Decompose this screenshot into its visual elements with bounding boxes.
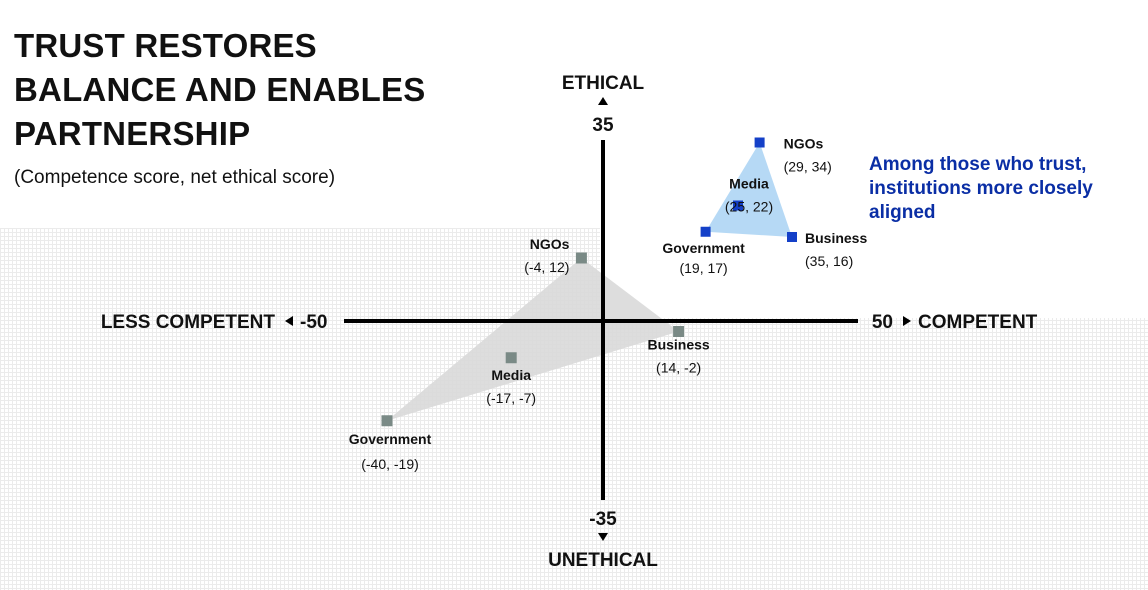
data-point-value: (19, 17) <box>679 260 727 276</box>
hull-polygon <box>387 258 679 421</box>
background-panel <box>0 0 600 228</box>
trust-annotation: Among those who trust, institutions more… <box>869 154 1093 223</box>
data-point-marker <box>381 415 393 427</box>
data-point-marker <box>700 226 711 237</box>
data-point-label: NGOs <box>784 136 824 152</box>
chart-title: TRUST RESTORES BALANCE AND ENABLES PARTN… <box>14 24 534 156</box>
arrow-right-icon <box>903 316 911 326</box>
arrow-left-icon <box>285 316 293 326</box>
data-point-value: (25, 22) <box>725 199 773 215</box>
data-point-marker <box>673 326 685 337</box>
hull-polygon <box>705 142 792 237</box>
y-axis-positive-label: ETHICAL <box>562 73 645 94</box>
title-line: PARTNERSHIP <box>14 115 251 152</box>
data-point-marker <box>733 200 743 211</box>
data-point-label: Business <box>805 230 867 246</box>
data-point-value: (-4, 12) <box>524 259 569 275</box>
background-panel <box>600 0 1148 318</box>
data-point-value: (-40, -19) <box>361 456 419 472</box>
y-axis-min-label: -35 <box>589 509 617 530</box>
data-point-marker <box>505 352 517 364</box>
arrow-up-icon <box>598 97 608 105</box>
y-axis-max-label: 35 <box>592 115 614 136</box>
x-axis-min-label: -50 <box>300 312 327 333</box>
points-layer: NGOs (-4, 12) Business (14, -2) Media (-17, -… <box>349 136 868 472</box>
title-line: BALANCE AND ENABLES <box>14 71 426 108</box>
data-point-marker <box>787 232 797 242</box>
x-axis-positive-label: COMPETENT <box>918 312 1038 333</box>
x-axis-max-label: 50 <box>872 312 893 333</box>
x-axis-negative-label: LESS COMPETENT <box>101 312 276 333</box>
data-point-label: Media <box>491 367 531 383</box>
data-point-value: (29, 34) <box>784 159 832 175</box>
data-point-label: Media <box>729 176 769 192</box>
data-point-marker <box>754 137 765 148</box>
data-point-value: (14, -2) <box>656 360 701 376</box>
data-point-value: (-17, -7) <box>486 390 536 406</box>
data-point-marker <box>575 252 587 264</box>
data-point-label: Government <box>662 240 745 256</box>
arrow-down-icon <box>598 533 608 541</box>
chart-subtitle: (Competence score, net ethical score) <box>14 167 336 188</box>
data-point-value: (35, 16) <box>805 253 853 269</box>
title-line: TRUST RESTORES <box>14 27 317 64</box>
data-point-label: Business <box>647 337 709 353</box>
y-axis-negative-label: UNETHICAL <box>548 550 658 571</box>
data-point-label: NGOs <box>530 236 570 252</box>
data-point-label: Government <box>349 431 432 447</box>
hull-layer <box>387 142 792 421</box>
